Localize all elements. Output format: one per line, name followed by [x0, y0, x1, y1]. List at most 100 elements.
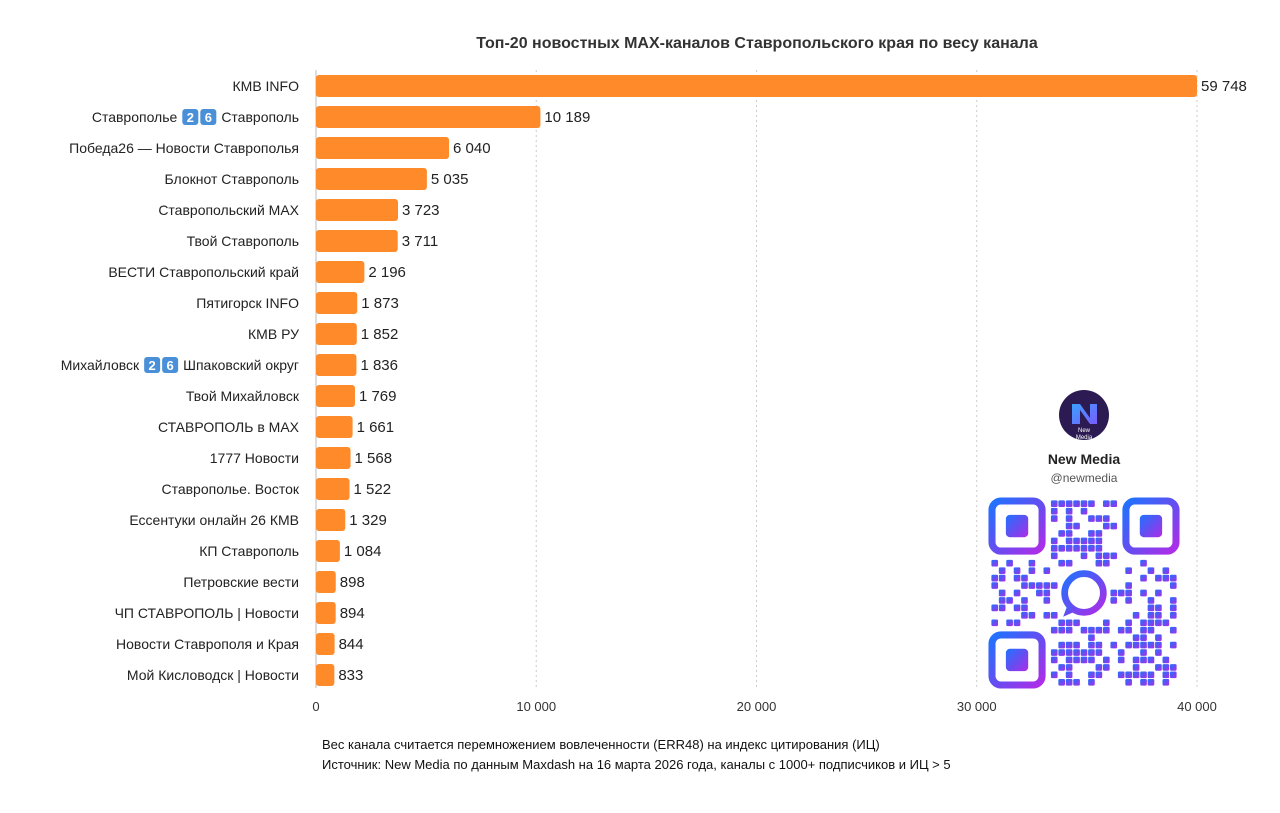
svg-text:Ставрополье: Ставрополье: [92, 109, 178, 125]
bar: [316, 168, 427, 190]
category-label: Ставрополь 2 6 Ставрополье: [92, 109, 299, 125]
svg-text:Ставропольский MAX: Ставропольский MAX: [158, 202, 299, 218]
svg-text:Петровские вести: Петровские вести: [183, 574, 299, 590]
value-label: 2 196: [368, 264, 406, 281]
category-label: Победа26 — Новости Ставрополья: [69, 140, 299, 156]
value-label: 5 035: [431, 171, 469, 188]
svg-text:КП Ставрополь: КП Ставрополь: [199, 543, 299, 559]
value-label: 59 748: [1201, 78, 1247, 95]
bar: [316, 664, 335, 686]
chart-title: Топ-20 новостных MAX-каналов Ставропольс…: [476, 35, 1038, 52]
category-label: Новости Ставрополя и Края: [116, 636, 299, 652]
svg-text:КМВ INFO: КМВ INFO: [233, 78, 300, 94]
x-axis-ticks: 0 10 000 20 000 30 000 40 000: [312, 699, 1217, 714]
logo-n-mark-icon: [1072, 404, 1097, 424]
bars: [316, 75, 1197, 686]
x-tick-label: 30 000: [957, 699, 997, 714]
x-tick-label: 0: [312, 699, 319, 714]
svg-text:Победа26 — Новости Ставрополья: Победа26 — Новости Ставрополья: [69, 140, 299, 156]
category-label: Твой Михайловск: [186, 388, 300, 404]
svg-text:1777 Новости: 1777 Новости: [210, 450, 299, 466]
keycap-badge-icon: [162, 357, 179, 373]
svg-text:Мой Кисловодск | Новости: Мой Кисловодск | Новости: [127, 667, 299, 683]
bar: [316, 323, 357, 345]
svg-text:КМВ РУ: КМВ РУ: [248, 326, 299, 342]
bar: [316, 602, 336, 624]
logo-text-1: New: [1078, 428, 1091, 434]
category-label: Ессентуки онлайн 26 КМВ: [129, 512, 299, 528]
category-label: Петровские вести: [183, 574, 299, 590]
bar: [316, 261, 365, 283]
category-label: ЧП СТАВРОПОЛЬ | Новости: [115, 605, 299, 621]
svg-text:Михайловск: Михайловск: [61, 357, 140, 373]
x-tick-label: 20 000: [737, 699, 777, 714]
value-label: 1 836: [360, 357, 398, 374]
keycap-badge-icon: [182, 109, 199, 125]
brand-name: New Media: [1048, 451, 1121, 467]
svg-text:Блокнот Ставрополь: Блокнот Ставрополь: [165, 171, 299, 187]
bar: [316, 292, 358, 314]
bar: [316, 199, 398, 221]
category-label: Пятигорск INFO: [196, 295, 299, 311]
category-label: Шпаковский округ 2 6 Михайловск: [61, 357, 299, 373]
bar: [316, 633, 335, 655]
svg-text:6: 6: [205, 110, 212, 125]
value-label: 894: [340, 605, 365, 622]
svg-text:Твой Ставрополь: Твой Ставрополь: [187, 233, 299, 249]
bar: [316, 509, 346, 531]
bar: [316, 385, 355, 407]
category-label: Блокнот Ставрополь: [165, 171, 299, 187]
value-label: 3 723: [402, 202, 440, 219]
value-label: 1 084: [344, 543, 382, 560]
svg-text:Шпаковский округ: Шпаковский округ: [183, 357, 299, 373]
logo-text-2: Media: [1076, 435, 1093, 441]
bar: [316, 106, 541, 128]
svg-text:Пятигорск INFO: Пятигорск INFO: [196, 295, 299, 311]
bar: [316, 416, 353, 438]
svg-text:Ессентуки онлайн 26 КМВ: Ессентуки онлайн 26 КМВ: [129, 512, 299, 528]
bar: [316, 230, 398, 252]
svg-text:Твой Михайловск: Твой Михайловск: [186, 388, 300, 404]
bar: [316, 571, 336, 593]
svg-text:Ставрополье. Восток: Ставрополье. Восток: [161, 481, 299, 497]
svg-text:СТАВРОПОЛЬ в MAX: СТАВРОПОЛЬ в MAX: [158, 419, 300, 435]
value-label: 833: [338, 667, 363, 684]
bar: [316, 354, 357, 376]
keycap-badge-icon: [200, 109, 217, 125]
category-label: Мой Кисловодск | Новости: [127, 667, 299, 683]
category-label: КП Ставрополь: [199, 543, 299, 559]
category-label: КМВ РУ: [248, 326, 299, 342]
qr-code-icon: [988, 497, 1180, 689]
bar: [316, 447, 351, 469]
note-source: Источник: New Media по данным Maxdash на…: [322, 757, 951, 772]
value-label: 1 852: [361, 326, 399, 343]
bar: [316, 137, 450, 159]
category-label: СТАВРОПОЛЬ в MAX: [158, 419, 300, 435]
keycap-badge-icon: [144, 357, 161, 373]
category-label: Твой Ставрополь: [187, 233, 299, 249]
svg-text:ВЕСТИ Ставропольский край: ВЕСТИ Ставропольский край: [108, 264, 299, 280]
bar: [316, 478, 350, 500]
svg-text:2: 2: [187, 110, 194, 125]
svg-text:ЧП СТАВРОПОЛЬ | Новости: ЧП СТАВРОПОЛЬ | Новости: [115, 605, 299, 621]
value-label: 898: [340, 574, 365, 591]
value-label: 6 040: [453, 140, 491, 157]
value-label: 10 189: [544, 109, 590, 126]
category-label: 1777 Новости: [210, 450, 299, 466]
category-label: КМВ INFO: [233, 78, 300, 94]
value-labels: 59 748 10 189 6 040 5 035 3 723 3 711 2 196 1 8…: [338, 78, 1247, 684]
svg-text:Ставрополь: Ставрополь: [221, 109, 299, 125]
bar: [316, 540, 340, 562]
svg-text:Новости Ставрополя и Края: Новости Ставрополя и Края: [116, 636, 299, 652]
x-tick-label: 40 000: [1177, 699, 1217, 714]
value-label: 3 711: [402, 233, 438, 250]
x-tick-label: 10 000: [516, 699, 556, 714]
value-label: 844: [339, 636, 364, 653]
value-label: 1 568: [355, 450, 393, 467]
svg-text:6: 6: [167, 358, 174, 373]
brand-block: New Media New Media @newmedia: [988, 390, 1180, 689]
value-label: 1 661: [357, 419, 395, 436]
svg-text:2: 2: [149, 358, 156, 373]
